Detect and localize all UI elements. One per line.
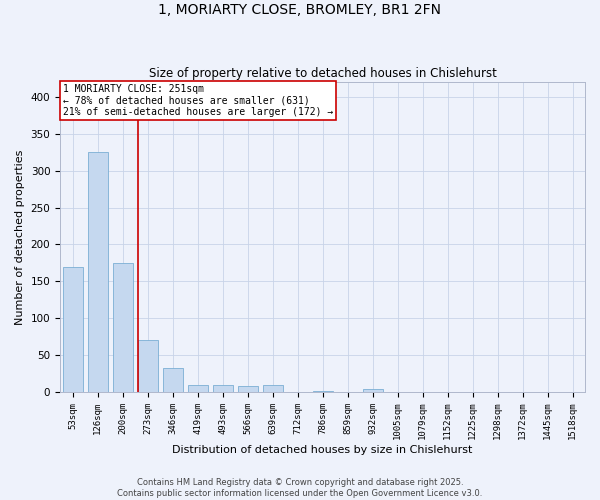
Bar <box>362 389 383 392</box>
Text: 1, MORIARTY CLOSE, BROMLEY, BR1 2FN: 1, MORIARTY CLOSE, BROMLEY, BR1 2FN <box>158 2 442 16</box>
Text: Contains HM Land Registry data © Crown copyright and database right 2025.
Contai: Contains HM Land Registry data © Crown c… <box>118 478 482 498</box>
Bar <box>188 384 208 392</box>
X-axis label: Distribution of detached houses by size in Chislehurst: Distribution of detached houses by size … <box>172 445 473 455</box>
Bar <box>238 386 257 392</box>
Title: Size of property relative to detached houses in Chislehurst: Size of property relative to detached ho… <box>149 66 496 80</box>
Bar <box>137 340 158 392</box>
Bar <box>88 152 107 392</box>
Bar <box>313 390 332 392</box>
Bar <box>263 384 283 392</box>
Bar <box>163 368 182 392</box>
Bar <box>62 266 83 392</box>
Bar <box>113 263 133 392</box>
Y-axis label: Number of detached properties: Number of detached properties <box>15 150 25 325</box>
Text: 1 MORIARTY CLOSE: 251sqm
← 78% of detached houses are smaller (631)
21% of semi-: 1 MORIARTY CLOSE: 251sqm ← 78% of detach… <box>62 84 333 117</box>
Bar <box>212 386 233 392</box>
